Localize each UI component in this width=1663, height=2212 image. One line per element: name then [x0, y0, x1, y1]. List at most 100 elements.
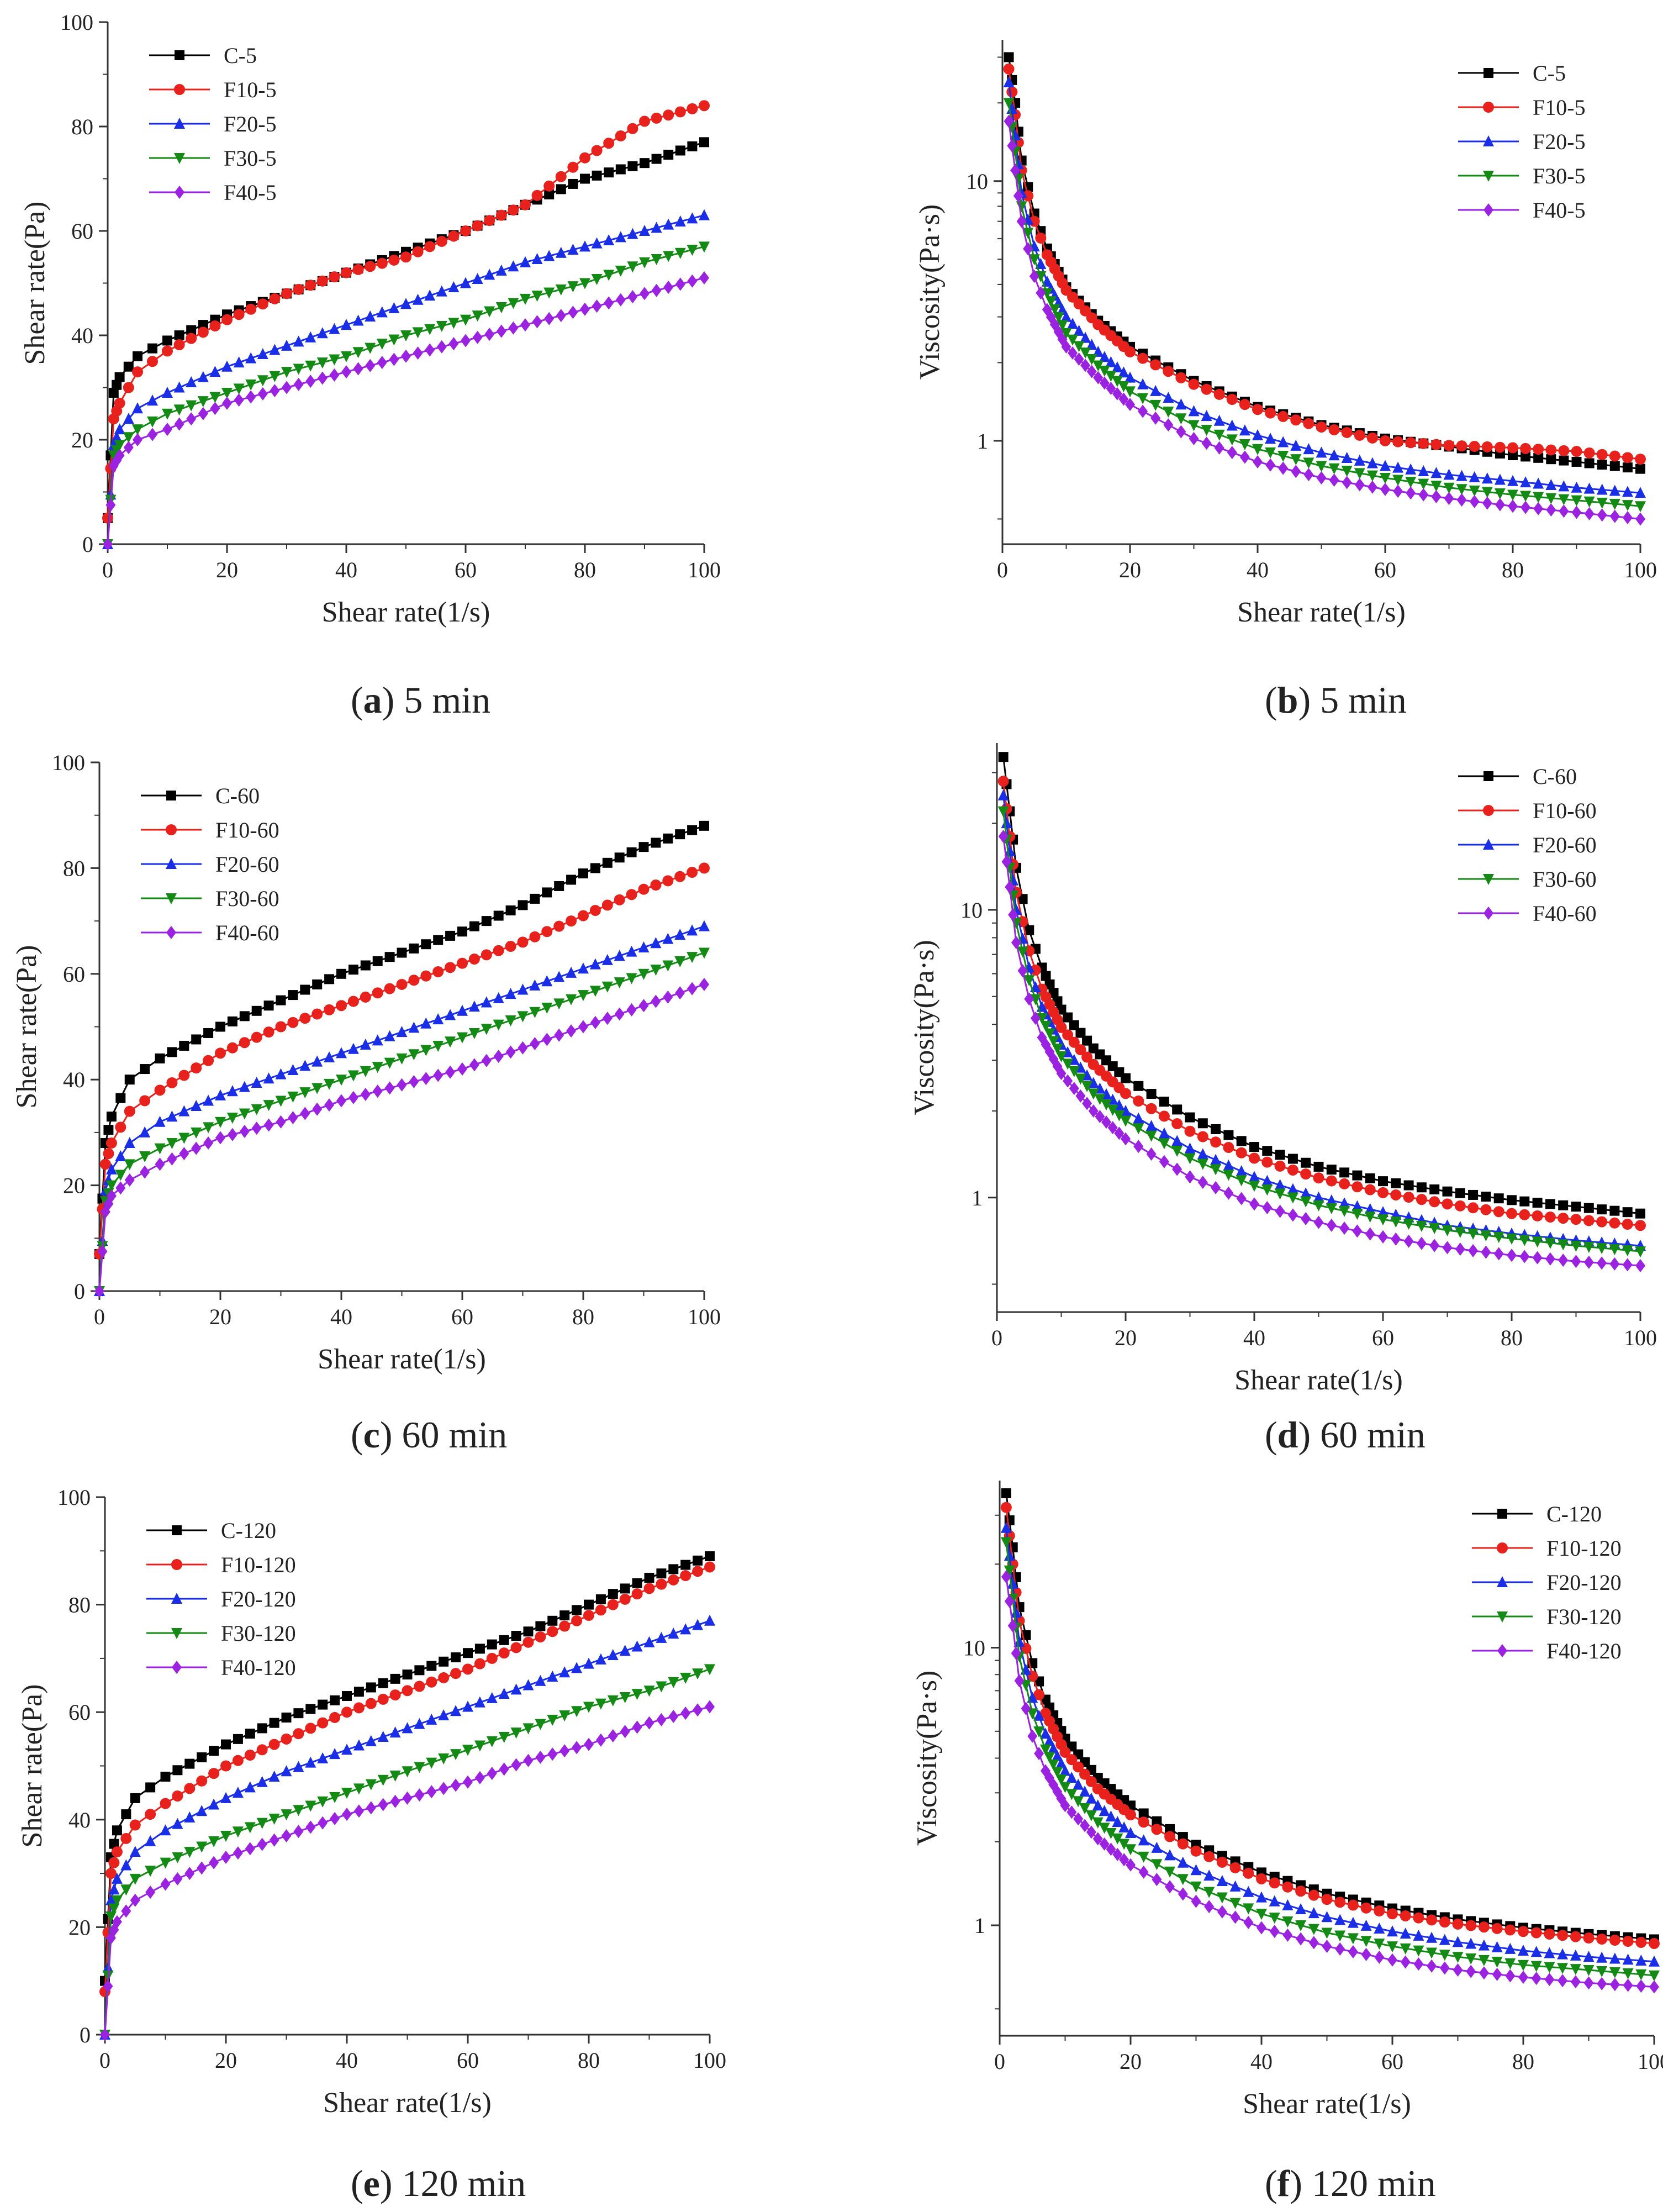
data-point [1570, 1949, 1581, 1961]
data-point [468, 954, 480, 965]
data-point [1492, 1967, 1502, 1981]
data-point [124, 1105, 135, 1117]
data-point [1635, 1208, 1645, 1219]
series-F30-60 [94, 947, 710, 1297]
data-point [687, 103, 698, 114]
data-point [567, 244, 579, 255]
data-point [699, 137, 709, 148]
data-point [1035, 271, 1047, 283]
data-point [1044, 979, 1055, 989]
data-point [1546, 454, 1556, 465]
data-point [1392, 461, 1404, 473]
data-point [631, 1689, 643, 1700]
data-point [1099, 1823, 1110, 1834]
data-point [1201, 436, 1212, 450]
data-point [1339, 1221, 1350, 1235]
data-point [510, 1728, 522, 1739]
data-point [312, 1083, 323, 1094]
data-point [639, 257, 650, 268]
data-point [627, 228, 638, 239]
data-point [1092, 1817, 1104, 1829]
data-point [172, 1765, 183, 1776]
data-point [553, 998, 565, 1010]
series-F30-120 [99, 1664, 715, 2041]
data-point [426, 1785, 437, 1799]
data-point [1360, 1919, 1372, 1931]
data-point [1138, 1816, 1149, 1828]
data-point [1308, 1936, 1319, 1950]
data-point [1596, 483, 1608, 495]
data-point [1597, 1256, 1607, 1270]
data-point [615, 293, 626, 307]
data-point [281, 1765, 292, 1777]
data-point [305, 280, 316, 291]
data-point [484, 328, 495, 341]
data-point [559, 1610, 570, 1621]
data-point [998, 752, 1009, 762]
data-point [619, 1692, 631, 1703]
data-point [1137, 352, 1149, 364]
data-point [1316, 461, 1327, 472]
data-point [1507, 489, 1518, 501]
data-point [1533, 444, 1544, 455]
data-point [438, 1672, 450, 1683]
data-point [1274, 1179, 1286, 1191]
caption-text: 5 min [394, 679, 490, 721]
data-point [269, 371, 281, 382]
data-point [579, 240, 590, 252]
y-tick-label: 60 [71, 219, 93, 244]
data-point [1082, 1035, 1092, 1046]
data-point [166, 1110, 178, 1122]
data-point [627, 161, 638, 171]
data-point [566, 994, 577, 1005]
legend-label: F30-5 [1533, 164, 1586, 188]
data-point [1367, 480, 1377, 494]
data-point [445, 930, 456, 941]
data-point [162, 386, 173, 398]
data-point [275, 1096, 287, 1107]
data-point [1197, 1131, 1208, 1142]
data-point [414, 1681, 425, 1692]
data-point [1570, 1975, 1581, 1989]
data-point [133, 351, 142, 361]
data-point [1282, 1916, 1294, 1927]
data-point [505, 988, 516, 999]
data-point [1171, 1145, 1183, 1157]
data-point [1256, 1873, 1267, 1884]
data-point [186, 333, 197, 344]
data-point [172, 1818, 183, 1829]
data-point [1557, 1930, 1569, 1941]
data-point [1374, 1939, 1385, 1950]
data-point [1506, 1234, 1517, 1245]
y-axis-label: Shear rate(Pa) [19, 202, 51, 365]
data-point [114, 423, 125, 435]
data-point [1545, 1252, 1555, 1266]
data-point [1229, 1898, 1241, 1909]
data-point [1163, 392, 1174, 403]
y-tick-label: 40 [71, 323, 93, 348]
data-point [1303, 457, 1314, 469]
data-point [687, 924, 698, 936]
data-point [111, 431, 123, 443]
data-point [196, 1805, 208, 1816]
data-point [451, 1778, 461, 1792]
data-point [583, 1610, 594, 1621]
data-point [1583, 1951, 1595, 1962]
data-point [352, 264, 364, 275]
data-point [178, 1133, 190, 1144]
data-point [1017, 894, 1028, 904]
data-point [1274, 1188, 1286, 1200]
data-point [445, 1036, 456, 1048]
data-point [439, 1656, 449, 1667]
series-C-5 [103, 137, 709, 523]
data-point [1521, 501, 1531, 514]
data-point [196, 1775, 208, 1787]
data-point [547, 1670, 558, 1682]
data-point [1243, 1903, 1254, 1915]
data-point [1107, 1104, 1118, 1116]
data-point [1105, 356, 1117, 367]
data-point [1059, 1746, 1071, 1758]
data-point [155, 1157, 165, 1171]
data-point [220, 1760, 231, 1772]
data-point [498, 1647, 510, 1659]
